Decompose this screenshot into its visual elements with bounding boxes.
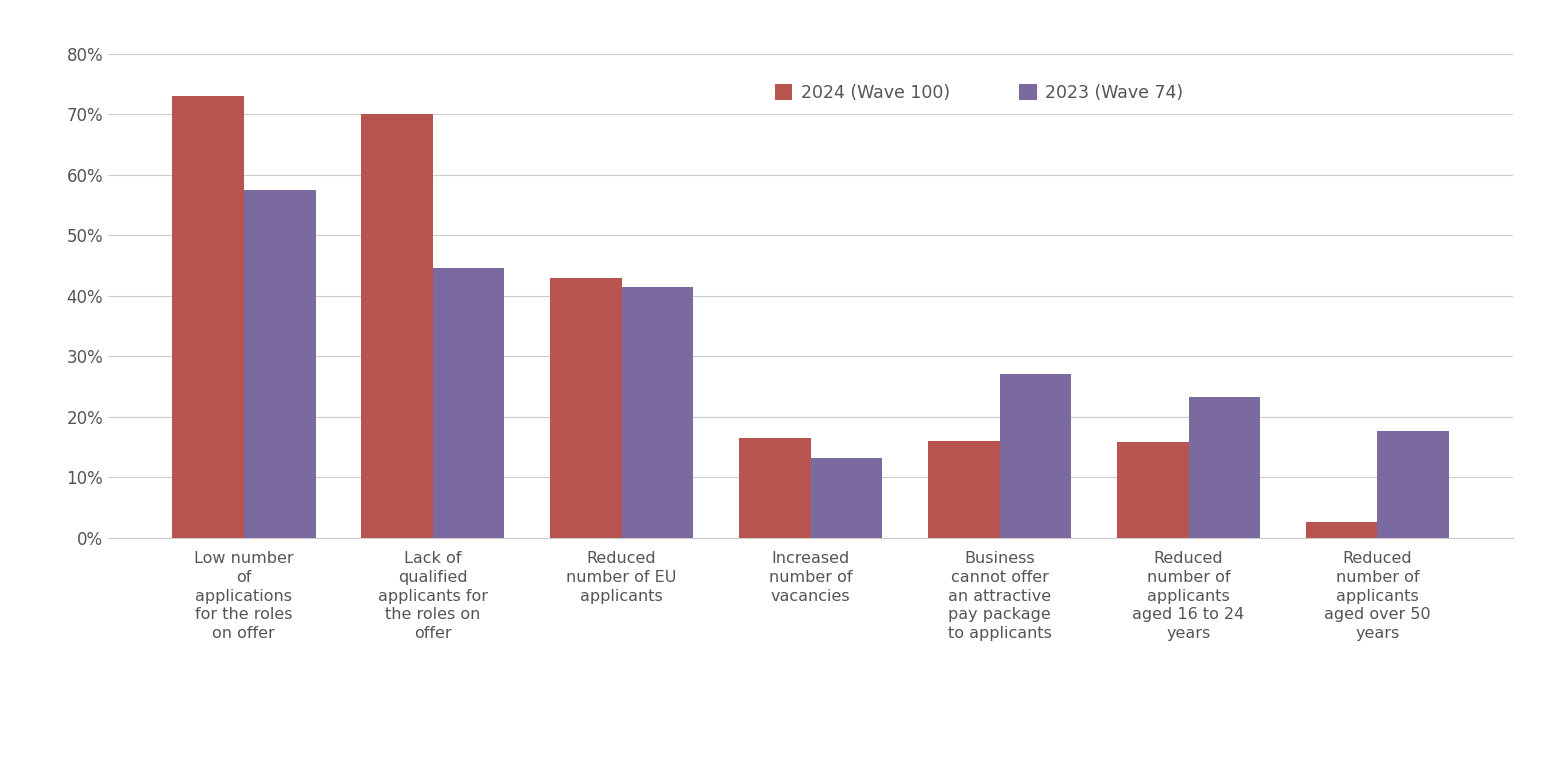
Bar xyxy=(811,458,883,538)
Legend: 2024 (Wave 100), 2023 (Wave 74): 2024 (Wave 100), 2023 (Wave 74) xyxy=(767,77,1190,109)
Bar xyxy=(738,438,811,538)
Bar xyxy=(1377,431,1450,538)
Bar xyxy=(1189,397,1260,538)
Bar xyxy=(622,286,693,538)
Bar xyxy=(244,190,315,538)
Bar xyxy=(432,269,505,538)
Bar xyxy=(999,374,1072,538)
Bar xyxy=(928,441,999,538)
Bar xyxy=(1116,442,1189,538)
Bar xyxy=(1306,522,1377,538)
Bar xyxy=(171,96,244,538)
Bar xyxy=(550,277,622,538)
Bar xyxy=(361,114,432,538)
